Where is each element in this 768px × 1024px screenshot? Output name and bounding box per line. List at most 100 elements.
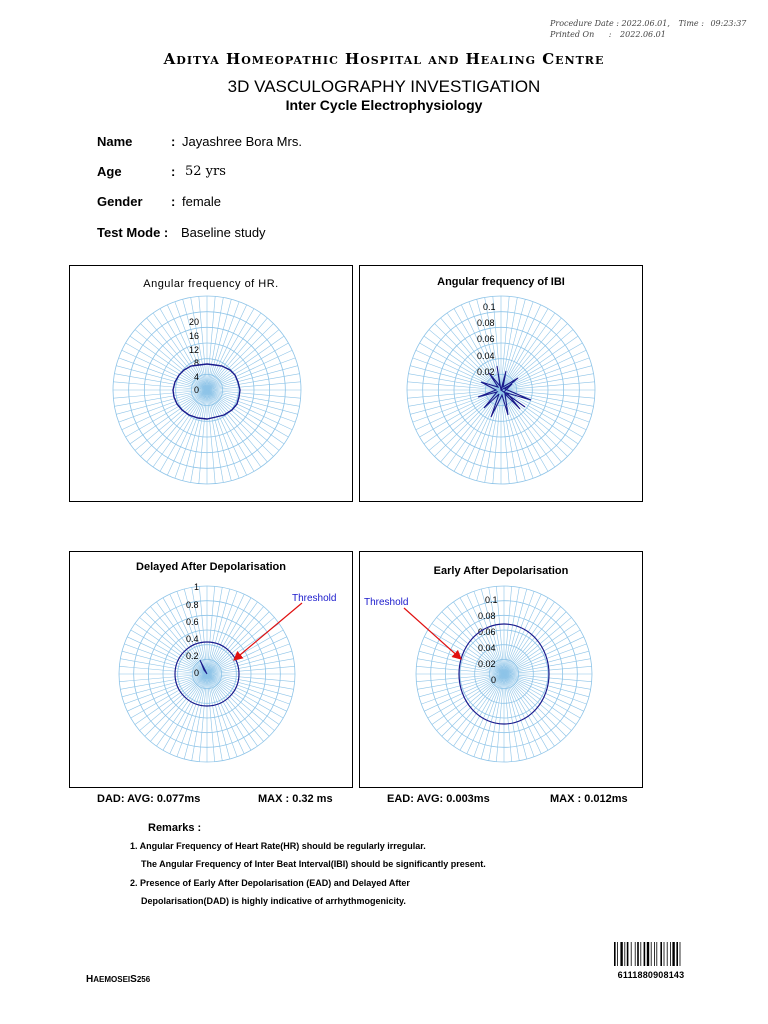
grid-spoke [427, 673, 505, 719]
grid-spoke [503, 643, 587, 675]
grid-spoke [500, 357, 590, 391]
grid-spoke [206, 636, 287, 675]
grid-spoke [206, 389, 296, 423]
grid-spoke [503, 673, 577, 725]
grid-spoke [176, 673, 208, 757]
grid-spoke [459, 673, 505, 751]
patient-name-row: Name : Jayashree Bora Mrs. [97, 134, 302, 149]
grid-spoke [206, 389, 301, 399]
grid-spoke [503, 666, 592, 675]
grid-spoke [453, 601, 505, 675]
grid-spoke [503, 673, 587, 705]
grid-spoke [206, 304, 247, 391]
grid-spoke [500, 308, 549, 391]
grid-spoke [206, 373, 300, 391]
grid-spoke [206, 317, 268, 391]
grid-spoke [500, 342, 583, 391]
barcode-bar [637, 942, 639, 966]
grid-spoke [129, 389, 208, 445]
barcode-bar [643, 942, 646, 966]
hospital-name: Aditya Homeopathic Hospital and Healing … [163, 50, 605, 68]
grid-spoke [206, 629, 284, 675]
grid-spoke [139, 617, 208, 675]
ead-tick-0.02: 0.02 [478, 659, 496, 669]
grid-spoke [206, 312, 262, 391]
grid-spoke [144, 673, 208, 737]
barcode-bar [666, 942, 668, 966]
grid-spoke [206, 673, 295, 682]
grid-spoke [423, 389, 502, 445]
ead-chart-panel: Early After Depolarisation 0.1 0.08 0.06… [359, 551, 643, 788]
barcode-bar [640, 942, 642, 966]
grid-spoke [503, 617, 572, 675]
grid-spoke [206, 673, 275, 731]
grid-spoke [206, 389, 293, 430]
name-value: Jayashree Bora Mrs. [182, 134, 302, 149]
grid-spoke [436, 617, 505, 675]
grid-spoke [156, 673, 208, 747]
grid-spoke [503, 673, 591, 690]
polar-grid [112, 295, 302, 485]
barcode-bar [654, 942, 655, 966]
grid-spoke [431, 673, 505, 725]
grid-spoke [473, 591, 505, 675]
grid-spoke [129, 335, 208, 391]
dad-max: MAX : 0.32 ms [258, 793, 333, 805]
grid-spoke [500, 350, 587, 391]
name-label: Name [97, 134, 133, 149]
hr-trace [172, 363, 241, 420]
grid-spoke [453, 308, 502, 391]
grid-spoke [500, 365, 592, 391]
grid-spoke [503, 586, 512, 675]
grid-spoke [125, 389, 208, 438]
dad-avg: DAD: AVG: 0.077ms [97, 793, 201, 805]
grid-spoke [206, 643, 290, 675]
grid-spoke [206, 673, 280, 725]
hr-chart-title: Angular frequency of HR. [143, 278, 279, 290]
grid-spoke [206, 357, 296, 391]
grid-spoke [116, 365, 208, 391]
grid-spoke [146, 389, 208, 463]
barcode-bar [646, 942, 650, 966]
grid-spoke [118, 389, 208, 423]
barcode-bar [614, 942, 616, 966]
grid-spoke [206, 673, 245, 754]
grid-spoke [121, 350, 208, 391]
grid-spoke [500, 373, 594, 391]
hr-tick-16: 16 [189, 331, 199, 341]
grid-spoke [127, 673, 208, 712]
grid-spoke [418, 650, 505, 675]
grid-spoke [124, 673, 208, 705]
grid-spoke [152, 312, 208, 391]
grid-spoke [500, 389, 549, 472]
grid-spoke [150, 606, 208, 675]
mode-label: Test Mode : [97, 225, 169, 240]
grid-spoke [206, 673, 270, 737]
grid-spoke [206, 673, 294, 690]
hr-tick-20: 20 [189, 317, 199, 327]
grid-spoke [424, 673, 505, 712]
grid-spoke [503, 587, 520, 675]
grid-spoke [500, 389, 518, 483]
grid-spoke [503, 673, 549, 751]
ibi-chart-title: Angular frequency of IBI [437, 276, 565, 288]
grid-spoke [206, 323, 274, 391]
grid-spoke [500, 312, 556, 391]
grid-spoke [503, 673, 572, 731]
grid-spoke [206, 597, 252, 675]
ead-tick-0.06: 0.06 [478, 627, 496, 637]
barcode-bar [660, 942, 662, 966]
dad-tick-0.2: 0.2 [186, 651, 199, 661]
grid-spoke [140, 389, 208, 457]
grid-spoke [134, 623, 208, 675]
barcode-bar [679, 942, 681, 966]
grid-spoke [503, 611, 567, 675]
age-value: 52 yrs [185, 164, 226, 179]
barcode-bar [670, 942, 671, 966]
grid-spoke [417, 673, 505, 690]
grid-spoke [407, 381, 502, 391]
barcode-number: 6111880908143 [617, 970, 685, 980]
grid-spoke [206, 586, 215, 675]
ibi-polar-chart: 0.1 0.08 0.06 0.04 0.02 [406, 295, 596, 485]
hr-chart-panel: Angular frequency of HR. 20 16 12 8 4 0 [69, 265, 353, 502]
